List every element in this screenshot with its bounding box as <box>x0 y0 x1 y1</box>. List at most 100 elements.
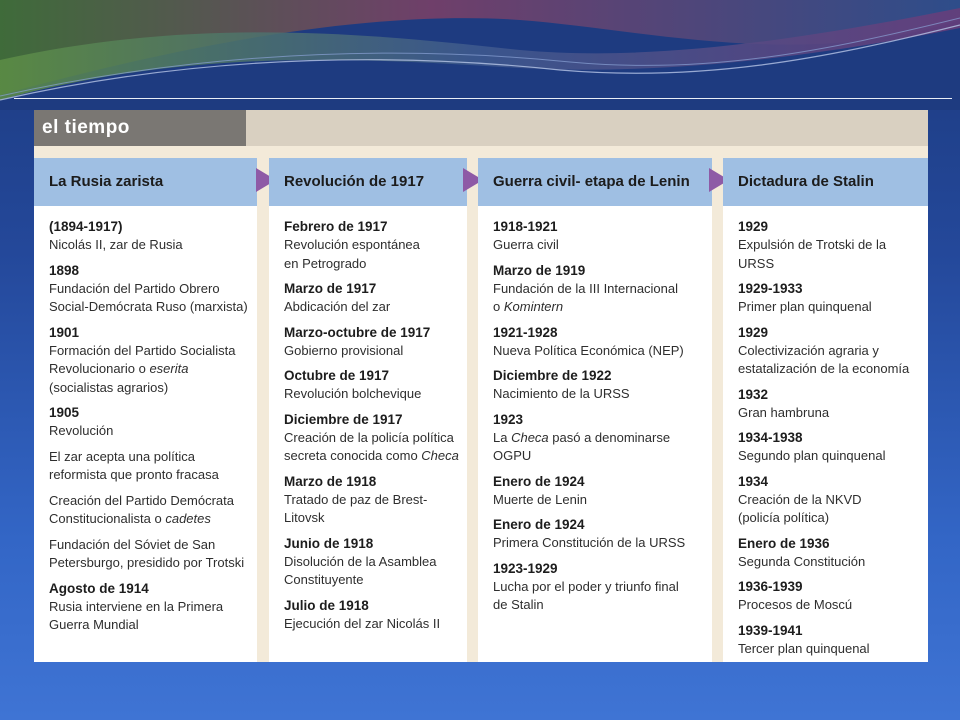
entry-text: La <box>493 429 512 445</box>
entry-description: Colectivización agraria y estatalización… <box>738 342 920 379</box>
entry-date: 1939-1941 <box>738 622 803 638</box>
entry-date: Agosto de 1914 <box>49 580 149 596</box>
entry-date: Octubre de 1917 <box>284 368 390 383</box>
timeline-entry: 1934 Creación de la NKVD (policía polític… <box>738 473 920 528</box>
entry-text: Segundo plan quinquenal <box>738 448 886 463</box>
entry-date: Julio de 1918 <box>284 597 369 613</box>
entry-text: Muerte de Lenin <box>493 491 587 507</box>
entry-date: 1901 <box>49 324 80 340</box>
entry-date: Junio de 1918 <box>284 535 374 551</box>
entry-date: Marzo de 1918 <box>284 473 377 489</box>
entry-date: Diciembre de 1922 <box>493 368 612 383</box>
column-guerra-civil: Guerra civil- etapa de Lenin 1918-1921 Gu… <box>478 158 712 662</box>
column-entries: 1929 Expulsión de Trotski de la URSS 1929-… <box>723 206 928 658</box>
entry-text: Rusia interviene en la Primera Guerra Mu… <box>49 598 224 633</box>
column-entries: Febrero de 1917 Revolución espontánea en … <box>269 206 467 633</box>
entry-description: El zar acepta una política reformista qu… <box>49 448 249 485</box>
entry-description: Expulsión de Trotski de la URSS <box>738 236 920 273</box>
timeline-entry: Marzo de 1918 Tratado de paz de Brest- Li… <box>284 473 459 528</box>
entry-description: Primera Constitución de la URSS <box>493 534 704 553</box>
entry-description: Procesos de Moscú <box>738 596 920 615</box>
entry-description: Disolución de la Asamblea Constituyente <box>284 553 459 590</box>
timeline-entry: Julio de 1918 Ejecución del zar Nicolás I… <box>284 597 459 634</box>
panel-title: el tiempo <box>34 110 246 146</box>
entry-text: Revolución <box>49 423 114 438</box>
timeline-entry: 1936-1939 Procesos de Moscú <box>738 578 920 615</box>
timeline-entry: 1939-1941 Tercer plan quinquenal <box>738 622 920 659</box>
entry-text: Fundación del Partido Obrero Social-Demó… <box>49 280 248 315</box>
entry-description: Creación del Partido Demócrata Constituc… <box>49 492 249 529</box>
timeline-entry: Enero de 1924 Primera Constitución de la … <box>493 516 704 553</box>
italic-term: cadetes <box>165 511 211 526</box>
entry-description: Segunda Constitución <box>738 553 920 572</box>
entry-date: (1894-1917) <box>49 219 123 234</box>
entry-date: 1936-1939 <box>738 579 803 594</box>
entry-date: 1918-1921 <box>493 219 558 234</box>
entry-text: Creación de la NKVD (policía política) <box>738 491 862 526</box>
timeline-entry: 1905 Revolución <box>49 404 249 441</box>
entry-date: 1929-1933 <box>738 281 803 296</box>
entry-description: Fundación de la III Internacional o Komi… <box>493 280 704 317</box>
timeline-entry: 1898 Fundación del Partido Obrero Social-… <box>49 262 249 317</box>
entry-date: Enero de 1936 <box>738 535 830 551</box>
timeline-entry: 1929-1933 Primer plan quinquenal <box>738 280 920 317</box>
entry-description: Formación del Partido Socialista Revoluc… <box>49 342 249 398</box>
entry-date: 1923 <box>493 411 524 427</box>
timeline-entry: 1929 Expulsión de Trotski de la URSS <box>738 218 920 273</box>
entry-text: Tratado de paz de Brest- Litovsk <box>284 491 428 526</box>
column-dictadura-stalin: Dictadura de Stalin 1929 Expulsión de Tro… <box>723 158 928 662</box>
entry-date: 1934 <box>738 473 769 489</box>
entry-text: Segunda Constitución <box>738 553 866 569</box>
header-rule <box>14 98 952 99</box>
entry-date: 1929 <box>738 324 769 340</box>
column-entries: (1894-1917) Nicolás II, zar de Rusia 1898 F… <box>34 206 257 635</box>
timeline-entry: 1923 La Checa pasó a denominarse OGPU <box>493 411 704 466</box>
entry-text: Nacimiento de la URSS <box>493 386 630 401</box>
timeline-entry: Marzo de 1919 Fundación de la III Interna… <box>493 262 704 317</box>
timeline-entry: Febrero de 1917 Revolución espontánea en … <box>284 218 459 273</box>
column-heading: Revolución de 1917 <box>269 158 467 206</box>
entry-date: Marzo de 1919 <box>493 262 586 278</box>
header-swoosh-decoration <box>0 0 960 110</box>
entry-description: Abdicación del zar <box>284 298 459 317</box>
entry-date: Marzo de 1917 <box>284 281 377 296</box>
entry-date: 1929 <box>738 219 769 234</box>
column-heading: Dictadura de Stalin <box>723 158 928 206</box>
timeline-entry: Junio de 1918 Disolución de la Asamblea C… <box>284 535 459 590</box>
entry-text: Formación del Partido Socialista Revoluc… <box>49 342 236 377</box>
italic-term: eserita <box>149 361 189 376</box>
entry-text: Ejecución del zar Nicolás II <box>284 615 441 631</box>
entry-text: Nicolás II, zar de Rusia <box>49 237 183 252</box>
column-russia-zarista: La Rusia zarista (1894-1917) Nicolás II, … <box>34 158 257 662</box>
entry-text: Creación del Partido Demócrata Constituc… <box>49 492 234 527</box>
column-revolucion-1917: Revolución de 1917 Febrero de 1917 Revolu… <box>269 158 467 662</box>
timeline-entry: Diciembre de 1922 Nacimiento de la URSS <box>493 367 704 404</box>
timeline-entry: 1929 Colectivización agraria y estataliza… <box>738 324 920 379</box>
entry-description: Muerte de Lenin <box>493 491 704 510</box>
timeline-entry: 1923-1929 Lucha por el poder y triunfo fi… <box>493 560 704 615</box>
timeline-entry: Octubre de 1917 Revolución bolchevique <box>284 367 459 404</box>
timeline-panel: el tiempo La Rusia zarista (1894-1917) Ni… <box>34 110 928 662</box>
entry-description: Fundación del Sóviet de San Petersburgo,… <box>49 536 249 573</box>
timeline-entry: 1934-1938 Segundo plan quinquenal <box>738 429 920 466</box>
entry-description: Fundación del Partido Obrero Social-Demó… <box>49 280 249 317</box>
timeline-entry: Enero de 1924 Muerte de Lenin <box>493 473 704 510</box>
column-heading: La Rusia zarista <box>34 158 257 206</box>
entry-description: Gran hambruna <box>738 404 920 423</box>
entry-text: Fundación de la III Internacional o <box>493 280 679 315</box>
entry-description: Primer plan quinquenal <box>738 298 920 317</box>
timeline-entry: Enero de 1936 Segunda Constitución <box>738 535 920 572</box>
timeline-entry: Marzo de 1917 Abdicación del zar <box>284 280 459 317</box>
timeline-entry: 1921-1928 Nueva Política Económica (NEP) <box>493 324 704 361</box>
entry-description: Nacimiento de la URSS <box>493 385 704 404</box>
entry-text: Procesos de Moscú <box>738 597 853 612</box>
italic-term: Checa <box>421 448 459 463</box>
entry-date: Enero de 1924 <box>493 517 585 532</box>
title-bar: el tiempo <box>34 110 928 146</box>
entry-description: Tercer plan quinquenal <box>738 640 920 659</box>
entry-text: Revolución espontánea en Petrogrado <box>284 237 420 271</box>
entry-text: Primera Constitución de la URSS <box>493 535 686 550</box>
entry-description: Ejecución del zar Nicolás II <box>284 615 459 634</box>
entry-text: Colectivización agraria y estatalización… <box>738 342 910 377</box>
entry-description: Creación de la NKVD (policía política) <box>738 491 920 528</box>
